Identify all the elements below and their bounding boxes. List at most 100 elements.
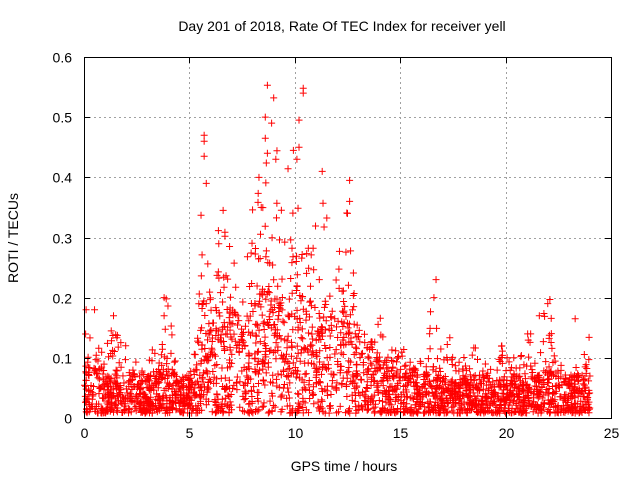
data-point bbox=[516, 377, 524, 385]
x-tick-label: 20 bbox=[499, 425, 515, 441]
data-point bbox=[235, 341, 243, 349]
data-point bbox=[339, 374, 347, 382]
data-point bbox=[560, 391, 568, 399]
data-point bbox=[472, 401, 480, 409]
data-point bbox=[206, 288, 214, 296]
data-point bbox=[92, 356, 100, 364]
data-point bbox=[225, 403, 233, 411]
data-point bbox=[349, 291, 357, 299]
data-points bbox=[81, 81, 594, 417]
data-point bbox=[306, 282, 314, 290]
data-point bbox=[515, 408, 523, 416]
data-point bbox=[455, 367, 463, 375]
data-point bbox=[318, 370, 326, 378]
data-point bbox=[261, 381, 269, 389]
data-point bbox=[207, 326, 215, 334]
data-point bbox=[259, 204, 267, 212]
data-point bbox=[371, 403, 379, 411]
data-point bbox=[262, 353, 270, 361]
data-point bbox=[313, 364, 321, 372]
data-point bbox=[425, 403, 433, 411]
data-point bbox=[484, 369, 492, 377]
data-point bbox=[309, 391, 317, 399]
data-point bbox=[441, 373, 449, 381]
data-point bbox=[221, 400, 229, 408]
data-point bbox=[292, 373, 300, 381]
data-point bbox=[276, 332, 284, 340]
data-point bbox=[215, 402, 223, 410]
data-point bbox=[357, 350, 365, 358]
data-point bbox=[580, 350, 588, 358]
data-point bbox=[570, 387, 578, 395]
data-point bbox=[255, 380, 263, 388]
data-point bbox=[205, 375, 213, 383]
data-point bbox=[337, 341, 345, 349]
data-point bbox=[265, 282, 273, 290]
data-point bbox=[264, 259, 272, 267]
data-point bbox=[266, 315, 274, 323]
data-point bbox=[284, 332, 292, 340]
data-point bbox=[377, 377, 385, 385]
data-point bbox=[147, 371, 155, 379]
data-point bbox=[230, 381, 238, 389]
data-point bbox=[379, 382, 387, 390]
data-point bbox=[197, 357, 205, 365]
data-point bbox=[342, 382, 350, 390]
data-point bbox=[352, 343, 360, 351]
data-point bbox=[217, 331, 225, 339]
data-point bbox=[161, 325, 169, 333]
data-point bbox=[364, 401, 372, 409]
data-point bbox=[322, 317, 330, 325]
data-point bbox=[371, 368, 379, 376]
data-point bbox=[279, 317, 287, 325]
data-point bbox=[434, 401, 442, 409]
data-point bbox=[200, 391, 208, 399]
data-point bbox=[332, 346, 340, 354]
data-point bbox=[462, 386, 470, 394]
data-point bbox=[581, 387, 589, 395]
data-point bbox=[213, 390, 221, 398]
data-point bbox=[319, 199, 327, 207]
data-point bbox=[350, 351, 358, 359]
data-point bbox=[275, 300, 283, 308]
data-point bbox=[280, 381, 288, 389]
data-point bbox=[215, 274, 223, 282]
data-point bbox=[131, 404, 139, 412]
data-point bbox=[473, 409, 481, 417]
data-point bbox=[98, 348, 106, 356]
data-point bbox=[85, 370, 93, 378]
data-point bbox=[296, 357, 304, 365]
data-point bbox=[297, 297, 305, 305]
data-point bbox=[221, 374, 229, 382]
data-point bbox=[334, 357, 342, 365]
data-point bbox=[528, 366, 536, 374]
data-point bbox=[561, 371, 569, 379]
data-point bbox=[401, 362, 409, 370]
data-point bbox=[226, 359, 234, 367]
data-point bbox=[327, 391, 335, 399]
data-point bbox=[545, 405, 553, 413]
data-point bbox=[91, 306, 99, 314]
data-point bbox=[254, 397, 262, 405]
data-point bbox=[296, 401, 304, 409]
data-point bbox=[114, 391, 122, 399]
data-point bbox=[352, 403, 360, 411]
data-point bbox=[219, 407, 227, 415]
data-point bbox=[245, 317, 253, 325]
data-point bbox=[516, 405, 524, 413]
data-point bbox=[145, 356, 153, 364]
data-point bbox=[254, 189, 262, 197]
data-point bbox=[115, 359, 123, 367]
data-point bbox=[143, 384, 151, 392]
data-point bbox=[269, 379, 277, 387]
data-point bbox=[249, 206, 257, 214]
data-point bbox=[253, 282, 261, 290]
data-point bbox=[278, 405, 286, 413]
data-point bbox=[277, 393, 285, 401]
data-point bbox=[178, 398, 186, 406]
data-point bbox=[581, 363, 589, 371]
data-point bbox=[308, 341, 316, 349]
data-point bbox=[388, 357, 396, 365]
data-point bbox=[243, 372, 251, 380]
data-point bbox=[245, 359, 253, 367]
